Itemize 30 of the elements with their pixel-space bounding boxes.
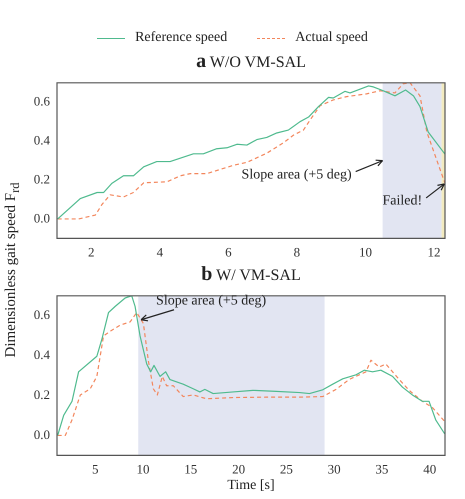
x-tick-label: 20: [232, 462, 246, 477]
annotation: Failed!: [382, 194, 422, 209]
y-tick-label: 0.6: [34, 94, 50, 109]
chart-title: b W/ VM-SAL: [200, 263, 302, 286]
x-tick-label: 30: [328, 462, 341, 477]
y-tick-label: 0.6: [34, 307, 50, 322]
legend-label: Reference speed: [135, 30, 228, 46]
y-tick-label: 0.0: [34, 426, 50, 442]
y-tick-label: 0.2: [34, 171, 50, 186]
y-tick-label: 0.4: [34, 132, 50, 148]
y-tick-label: 0.4: [34, 347, 50, 362]
x-tick-label: 5: [92, 462, 98, 477]
x-tick-label: 12: [428, 244, 441, 260]
x-tick-label: 6: [225, 244, 232, 260]
x-tick-label: 4: [156, 244, 164, 260]
x-tick-label: 10: [136, 462, 150, 477]
x-tick-label: 40: [423, 462, 436, 477]
y-tick-label: 0.2: [34, 386, 50, 402]
x-tick-label: 25: [280, 462, 293, 477]
x-tick-label: 10: [358, 244, 372, 260]
x-tick-label: 8: [294, 244, 300, 260]
x-tick-label: 15: [184, 462, 198, 477]
chart-title: a W/O VM-SAL: [195, 50, 307, 73]
legend-label: Actual speed: [295, 30, 368, 46]
x-axis-title: Time [s]: [226, 478, 276, 494]
x-tick-label: 35: [375, 462, 388, 477]
x-tick-label: 2: [88, 244, 95, 260]
y-tick-label: 0.0: [34, 210, 50, 226]
annotation: Slope area (+5 deg): [156, 293, 266, 308]
annotation: Slope area (+5 deg): [242, 167, 352, 182]
